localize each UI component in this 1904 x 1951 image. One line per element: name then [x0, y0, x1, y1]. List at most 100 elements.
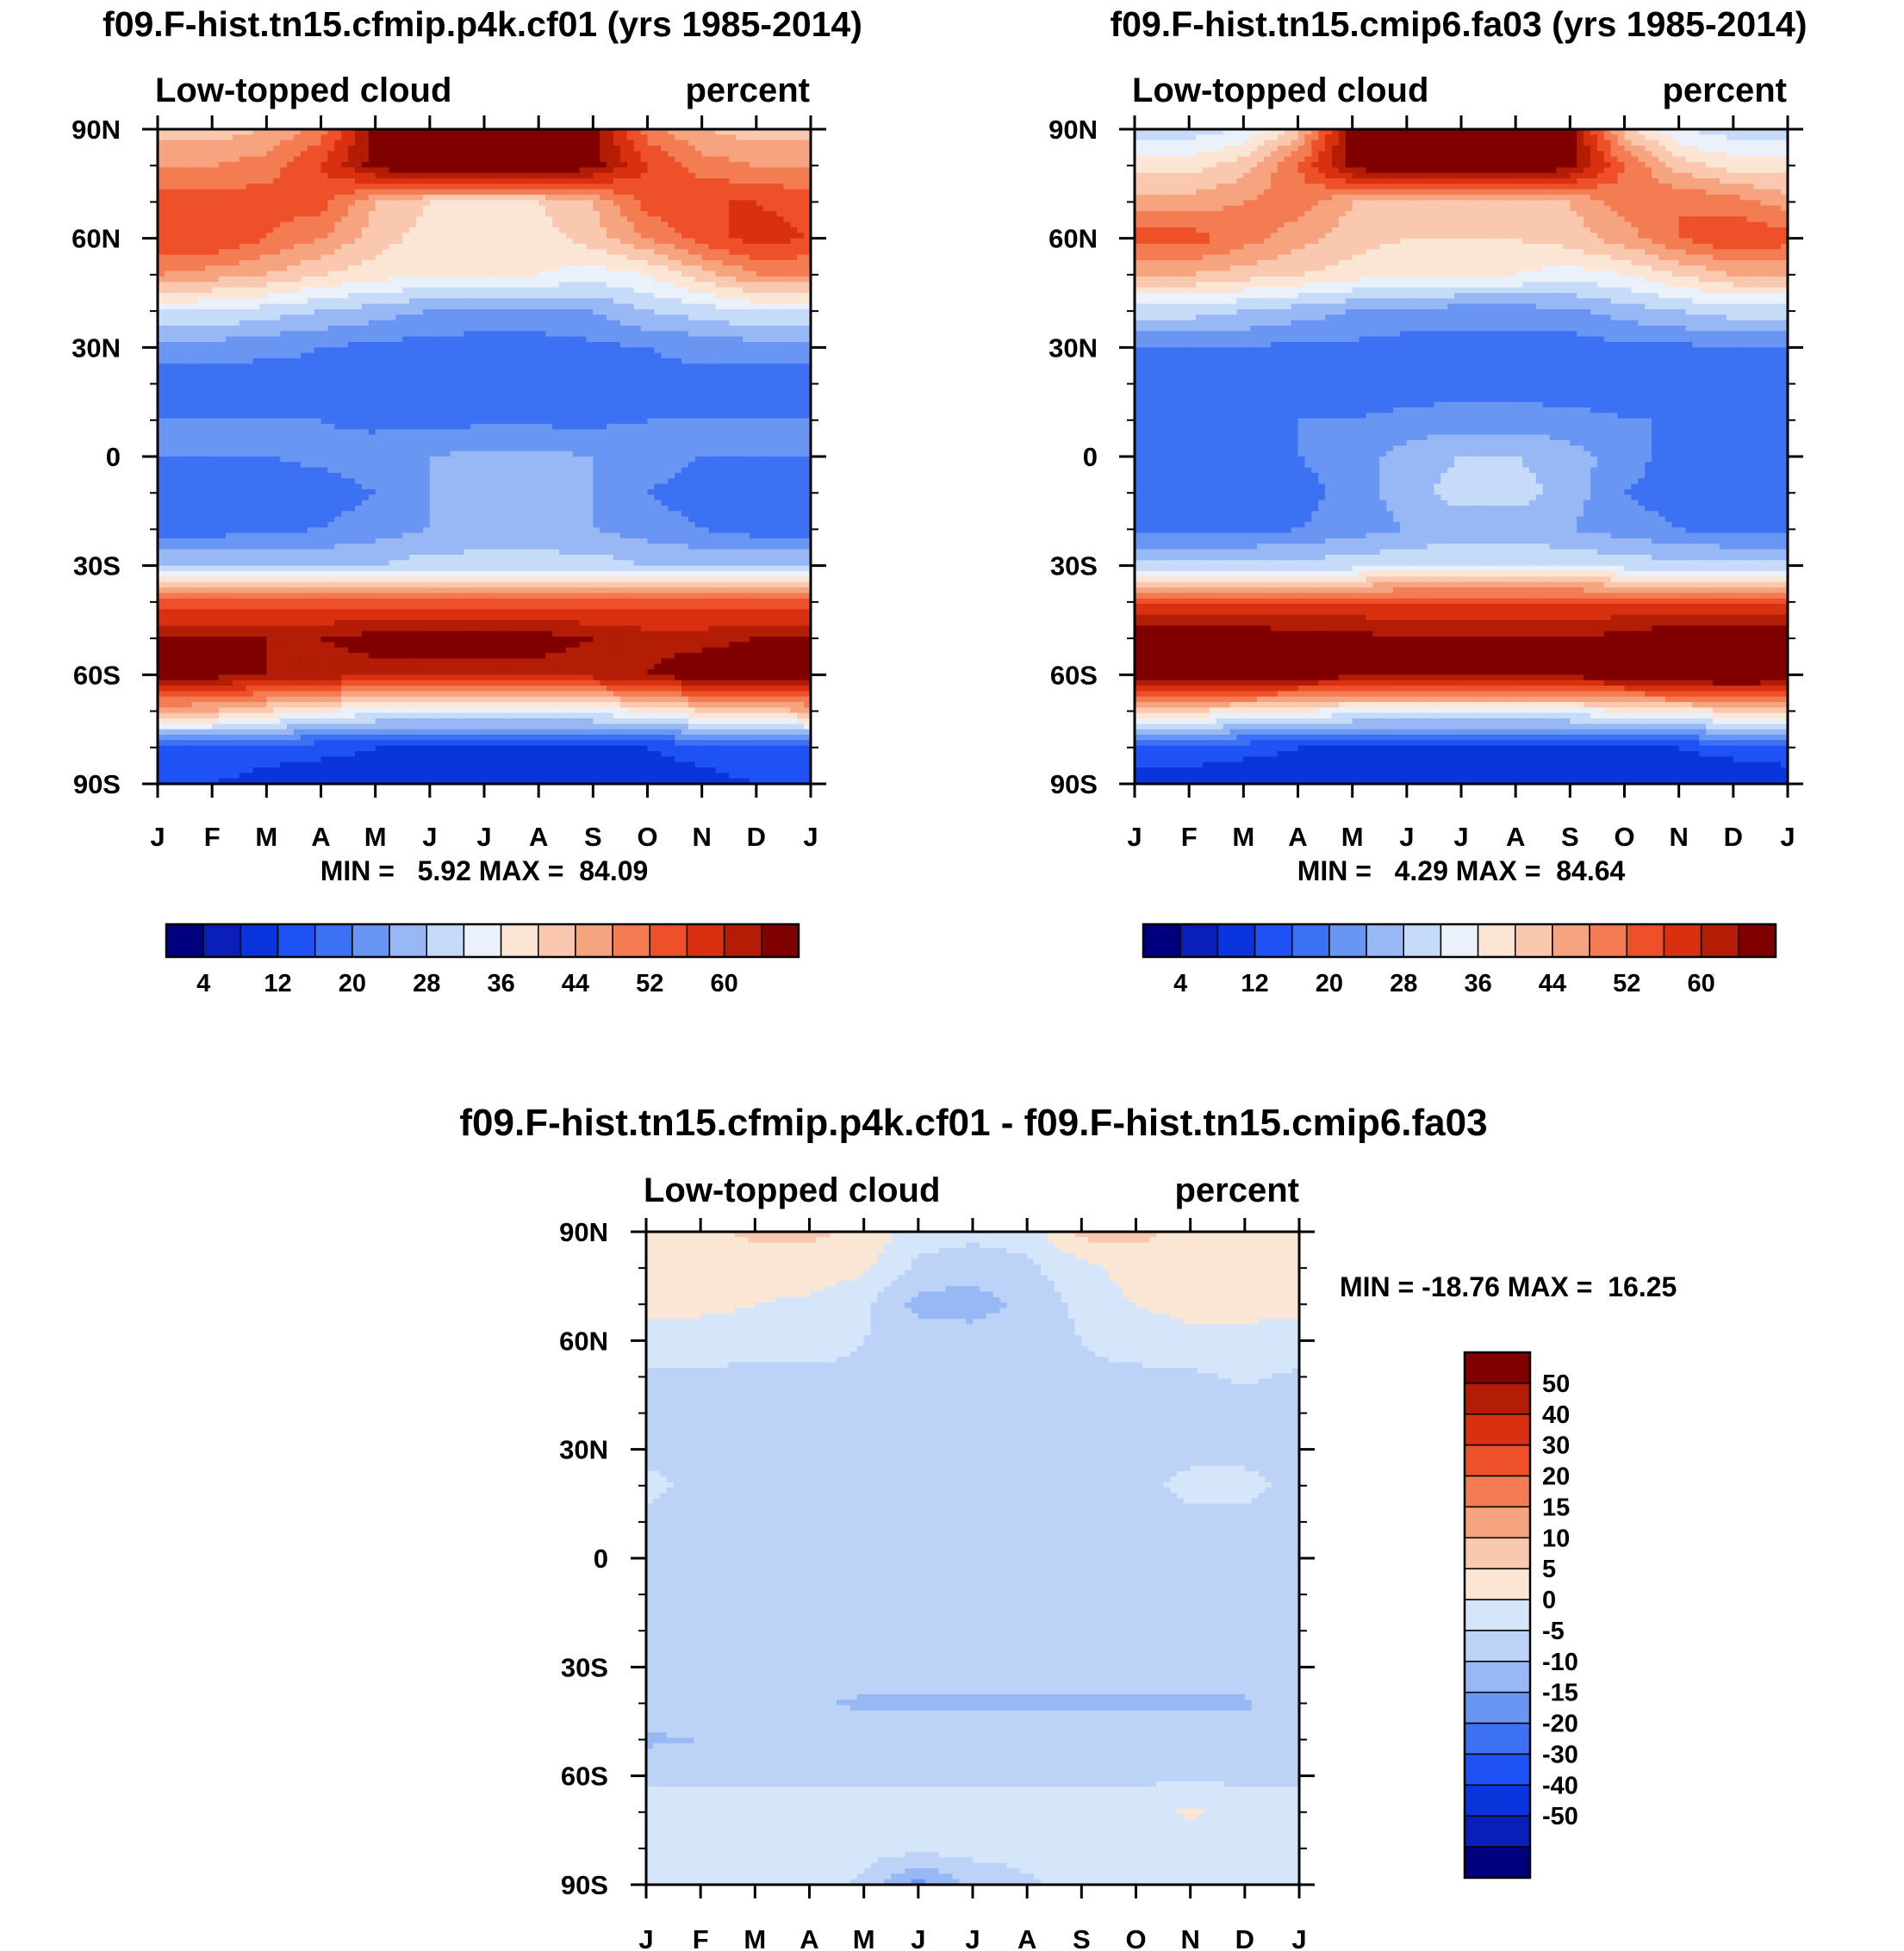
heatmap-cell — [320, 380, 328, 387]
heatmap-cell — [375, 385, 383, 392]
heatmap-cell — [327, 270, 335, 277]
heatmap-cell — [450, 309, 458, 315]
heatmap-cell — [436, 216, 445, 223]
heatmap-cell — [565, 369, 574, 376]
heatmap-cell — [470, 293, 478, 299]
heatmap-cell — [368, 244, 376, 250]
heatmap-cell — [756, 401, 764, 408]
heatmap-cell — [586, 146, 594, 152]
heatmap-cell — [743, 249, 750, 256]
heatmap-cell — [769, 129, 778, 135]
heatmap-cell — [790, 227, 798, 233]
heatmap-cell — [436, 227, 445, 233]
heatmap-cell — [545, 282, 553, 289]
heatmap-cell — [776, 298, 785, 305]
heatmap-cell — [626, 249, 635, 256]
heatmap-cell — [470, 134, 478, 141]
heatmap-cell — [790, 221, 798, 228]
heatmap-cell — [504, 265, 513, 272]
heatmap-cell — [607, 162, 614, 168]
heatmap-cell — [743, 172, 750, 179]
heatmap-cell — [532, 314, 539, 321]
heatmap-cell — [565, 320, 574, 326]
heatmap-cell — [743, 380, 750, 387]
heatmap-cell — [715, 151, 723, 158]
heatmap-cell — [613, 178, 621, 184]
heatmap-cell — [164, 129, 172, 135]
heatmap-cell — [790, 287, 798, 294]
heatmap-cell — [708, 320, 717, 326]
heatmap-cell — [191, 172, 199, 179]
heatmap-cell — [477, 314, 485, 321]
heatmap-cell — [477, 162, 485, 168]
heatmap-cell — [619, 178, 628, 184]
heatmap-cell — [694, 401, 703, 408]
heatmap-cell — [375, 146, 383, 152]
heatmap-cell — [769, 287, 778, 294]
heatmap-cell — [164, 326, 172, 332]
heatmap-cell — [287, 189, 295, 196]
heatmap-cell — [545, 363, 553, 370]
heatmap-cell — [790, 303, 798, 310]
heatmap-cell — [790, 140, 798, 146]
heatmap-cell — [184, 352, 193, 359]
heatmap-cell — [504, 244, 513, 250]
heatmap-cell — [619, 303, 628, 310]
heatmap-cell — [429, 221, 438, 228]
heatmap-cell — [266, 162, 274, 168]
heatmap-cell — [368, 167, 376, 174]
heatmap-cell — [246, 134, 254, 141]
heatmap-cell — [416, 391, 424, 397]
heatmap-cell — [368, 331, 376, 338]
heatmap-cell — [436, 401, 445, 408]
heatmap-cell — [341, 183, 349, 190]
heatmap-cell — [675, 178, 682, 184]
heatmap-cell — [307, 331, 315, 338]
heatmap-cell — [450, 244, 458, 250]
heatmap-cell — [688, 227, 696, 233]
heatmap-cell — [422, 156, 431, 163]
heatmap-cell — [287, 260, 295, 266]
heatmap-cell — [762, 326, 771, 332]
heatmap-cell — [661, 178, 669, 184]
heatmap-cell — [776, 195, 785, 201]
heatmap-cell — [225, 282, 233, 289]
heatmap-cell — [375, 265, 383, 272]
heatmap-cell — [191, 401, 199, 408]
heatmap-cell — [464, 391, 471, 397]
heatmap-cell — [252, 156, 261, 163]
heatmap-cell — [164, 238, 172, 245]
heatmap-cell — [783, 205, 791, 212]
heatmap-cell — [171, 396, 179, 403]
heatmap-cell — [436, 178, 445, 184]
heatmap-cell — [626, 265, 635, 272]
heatmap-cell — [647, 200, 655, 207]
heatmap-cell — [715, 309, 723, 315]
heatmap-cell — [756, 195, 764, 201]
heatmap-cell — [607, 287, 614, 294]
heatmap-cell — [619, 260, 628, 266]
heatmap-cell — [484, 233, 492, 239]
heatmap-cell — [266, 369, 274, 376]
heatmap-cell — [436, 195, 445, 201]
heatmap-cell — [504, 369, 513, 376]
heatmap-cell — [619, 140, 628, 146]
heatmap-cell — [436, 134, 445, 141]
heatmap-cell — [661, 358, 669, 364]
heatmap-cell — [511, 254, 520, 261]
heatmap-cell — [681, 347, 689, 354]
heatmap-cell — [783, 358, 791, 364]
heatmap-cell — [600, 233, 607, 239]
heatmap-cell — [409, 298, 417, 305]
heatmap-cell — [395, 162, 403, 168]
heatmap-cell — [586, 407, 594, 413]
heatmap-cell — [232, 293, 240, 299]
heatmap-cell — [749, 167, 757, 174]
heatmap-cell — [511, 331, 520, 338]
heatmap-cell — [511, 151, 520, 158]
heatmap-cell — [314, 146, 322, 152]
heatmap-cell — [518, 162, 526, 168]
heatmap-cell — [429, 189, 438, 196]
heatmap-cell — [239, 254, 247, 261]
heatmap-cell — [484, 260, 492, 266]
